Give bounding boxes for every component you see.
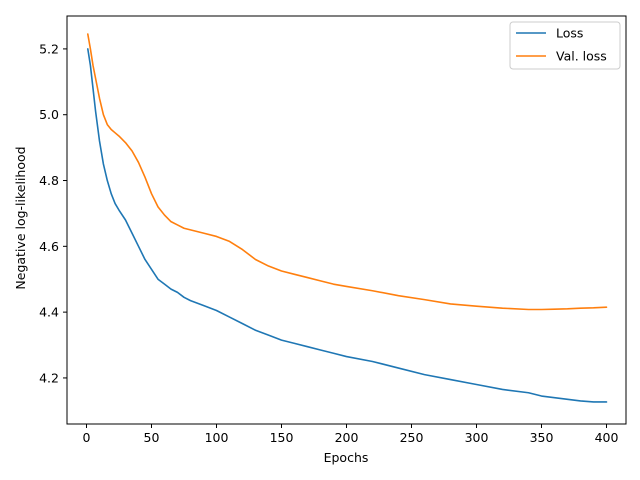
x-axis-ticks: 0 50 100 150 200 250 300 350 400	[83, 424, 619, 445]
legend-label-loss: Loss	[556, 26, 583, 41]
y-tick-label: 4.2	[39, 370, 59, 385]
y-tick-label: 5.2	[39, 41, 59, 56]
series-line-val-loss	[87, 33, 608, 311]
x-axis-label: Epochs	[324, 450, 369, 465]
y-axis-ticks: 4.2 4.4 4.6 4.8 5.0 5.2	[39, 41, 67, 385]
x-tick-label: 50	[144, 430, 160, 445]
y-axis-label: Negative log-likelihood	[13, 146, 28, 289]
y-tick-label: 4.4	[39, 305, 59, 320]
y-tick-label: 5.0	[39, 107, 59, 122]
y-tick-label: 4.8	[39, 173, 59, 188]
x-tick-label: 400	[595, 430, 619, 445]
legend-label-val-loss: Val. loss	[556, 49, 607, 64]
x-tick-label: 100	[205, 430, 229, 445]
x-tick-label: 0	[83, 430, 91, 445]
y-tick-label: 4.6	[39, 239, 59, 254]
legend: Loss Val. loss	[509, 21, 621, 70]
series-layer	[87, 33, 608, 403]
series-line-loss	[87, 48, 608, 403]
x-tick-label: 250	[400, 430, 424, 445]
x-tick-label: 350	[530, 430, 554, 445]
x-tick-label: 200	[335, 430, 359, 445]
x-tick-label: 300	[465, 430, 489, 445]
x-tick-label: 150	[270, 430, 294, 445]
